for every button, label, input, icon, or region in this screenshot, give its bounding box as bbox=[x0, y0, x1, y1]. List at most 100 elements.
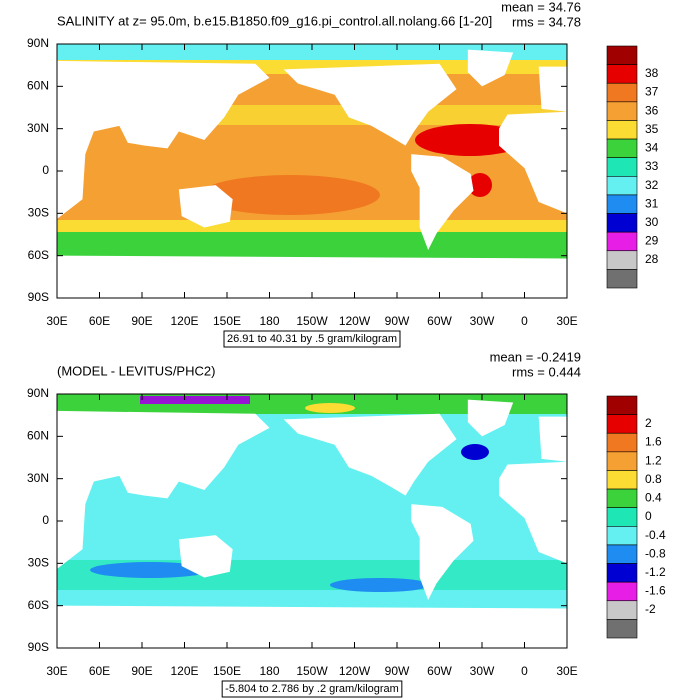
colorbar-label: -2 bbox=[645, 602, 656, 616]
map-field bbox=[57, 394, 567, 648]
mean-label: mean = -0.2419 bbox=[490, 349, 581, 364]
colorbar-label: 28 bbox=[645, 252, 659, 266]
lon-label: 90E bbox=[131, 664, 152, 678]
colorbar-box bbox=[606, 138, 638, 158]
colorbar-box bbox=[606, 194, 638, 214]
panel-title: (MODEL - LEVITUS/PHC2) bbox=[57, 363, 215, 378]
lon-label: 60W bbox=[427, 314, 452, 328]
lon-label: 60E bbox=[89, 314, 110, 328]
colorbar-box bbox=[606, 414, 638, 434]
lon-label: 150W bbox=[296, 664, 328, 678]
colorbar-box bbox=[606, 395, 638, 415]
lat-label: 60S bbox=[28, 248, 49, 262]
lon-label: 90E bbox=[131, 314, 152, 328]
colorbar-box bbox=[606, 269, 638, 289]
colorbar-label: 34 bbox=[645, 141, 659, 155]
colorbar-box bbox=[606, 581, 638, 602]
colorbar-box bbox=[606, 600, 638, 620]
colorbar-box bbox=[606, 176, 638, 196]
lon-label: 120E bbox=[170, 664, 198, 678]
lon-label: 30E bbox=[46, 314, 67, 328]
colorbar-box bbox=[606, 250, 638, 270]
colorbar-label: -1.2 bbox=[645, 565, 666, 579]
lat-label: 0 bbox=[42, 163, 49, 177]
colorbar-label: 38 bbox=[645, 66, 659, 80]
lon-label: 60W bbox=[427, 664, 452, 678]
colorbar-box bbox=[606, 526, 638, 546]
lon-label: 150E bbox=[213, 314, 241, 328]
colorbar-box bbox=[606, 432, 638, 453]
rms-label: rms = 34.78 bbox=[512, 14, 581, 29]
colorbar-label: 30 bbox=[645, 215, 659, 229]
colorbar-box bbox=[606, 157, 638, 177]
colorbar-label: 2 bbox=[645, 416, 652, 430]
colorbar-label: -1.6 bbox=[645, 584, 666, 598]
panel-title: SALINITY at z= 95.0m, b.e15.B1850.f09_g1… bbox=[57, 13, 492, 28]
colorbar-label: 0.8 bbox=[645, 472, 662, 486]
lon-label: 30W bbox=[470, 314, 495, 328]
rms-label: rms = 0.444 bbox=[512, 364, 581, 379]
lon-label: 180 bbox=[259, 664, 279, 678]
range-box bbox=[221, 680, 403, 698]
lon-label: 0 bbox=[521, 664, 528, 678]
lon-label: 30E bbox=[46, 664, 67, 678]
range-label: 26.91 to 40.31 by .5 gram/kilogram bbox=[227, 333, 397, 345]
colorbar-label: 29 bbox=[645, 234, 659, 248]
lon-label: 120W bbox=[339, 664, 371, 678]
colorbar-box bbox=[606, 619, 638, 639]
lon-label: 30E bbox=[556, 314, 577, 328]
colorbar-label: 1.6 bbox=[645, 435, 662, 449]
lat-label: 90N bbox=[27, 386, 49, 400]
map-field bbox=[57, 44, 567, 298]
lat-label: 30S bbox=[28, 556, 49, 570]
lon-label: 0 bbox=[521, 314, 528, 328]
colorbar-box bbox=[606, 120, 638, 140]
colorbar-box bbox=[606, 101, 638, 121]
lat-label: 90N bbox=[27, 36, 49, 50]
colorbar-label: 1.2 bbox=[645, 453, 662, 467]
colorbar-label: 31 bbox=[645, 196, 659, 210]
colorbar-label: 0.4 bbox=[645, 491, 662, 505]
colorbar-box bbox=[606, 451, 638, 471]
colorbar-box bbox=[606, 45, 638, 65]
colorbar-label: 36 bbox=[645, 103, 659, 117]
colorbar-box bbox=[606, 544, 638, 564]
lon-label: 30W bbox=[470, 664, 495, 678]
colorbar-label: 0 bbox=[645, 509, 652, 523]
lon-label: 90W bbox=[385, 314, 410, 328]
colorbar-box bbox=[606, 470, 638, 490]
colorbar-box bbox=[606, 82, 638, 103]
lon-label: 120E bbox=[170, 314, 198, 328]
lon-label: 150E bbox=[213, 664, 241, 678]
lon-label: 180 bbox=[259, 314, 279, 328]
colorbar-label: 37 bbox=[645, 85, 659, 99]
lat-label: 30N bbox=[27, 121, 49, 135]
colorbar-label: -0.4 bbox=[645, 528, 666, 542]
lon-label: 30E bbox=[556, 664, 577, 678]
lon-label: 150W bbox=[296, 314, 328, 328]
colorbar-box bbox=[606, 563, 638, 583]
range-label: -5.804 to 2.786 by .2 gram/kilogram bbox=[225, 683, 399, 695]
range-box bbox=[223, 330, 401, 348]
colorbar-box bbox=[606, 488, 638, 508]
colorbar-label: -0.8 bbox=[645, 546, 666, 560]
lat-label: 90S bbox=[28, 290, 49, 304]
lat-label: 60S bbox=[28, 598, 49, 612]
colorbar-box bbox=[606, 213, 638, 233]
mean-label: mean = 34.76 bbox=[501, 0, 581, 14]
colorbar-label: 35 bbox=[645, 122, 659, 136]
lat-label: 0 bbox=[42, 513, 49, 527]
lat-label: 60N bbox=[27, 429, 49, 443]
lon-label: 120W bbox=[339, 314, 371, 328]
lat-label: 30N bbox=[27, 471, 49, 485]
lon-label: 90W bbox=[385, 664, 410, 678]
colorbar-box bbox=[606, 231, 638, 252]
lat-label: 30S bbox=[28, 206, 49, 220]
colorbar-box bbox=[606, 507, 638, 527]
colorbar-label: 33 bbox=[645, 159, 659, 173]
lat-label: 60N bbox=[27, 79, 49, 93]
lon-label: 60E bbox=[89, 664, 110, 678]
lat-label: 90S bbox=[28, 640, 49, 654]
colorbar-label: 32 bbox=[645, 178, 659, 192]
